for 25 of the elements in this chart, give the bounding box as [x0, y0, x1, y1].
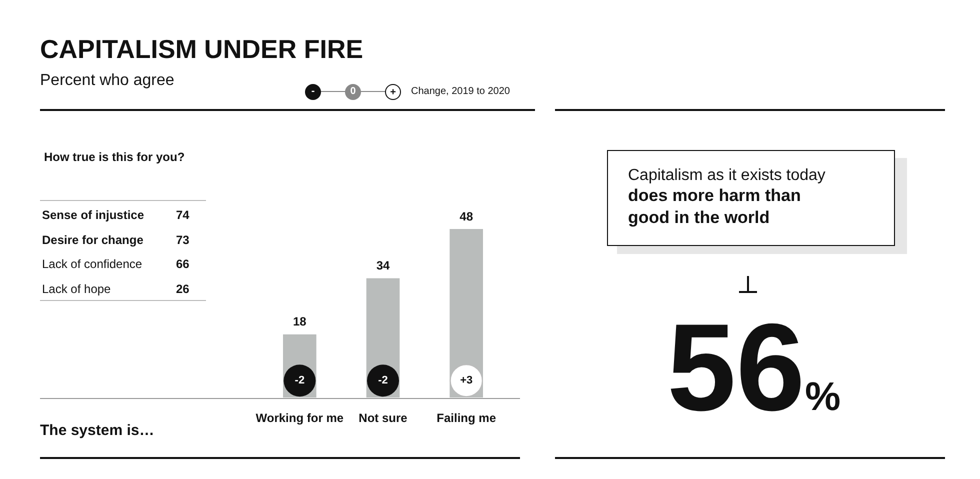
annotation: +3: [460, 374, 473, 387]
annotation: -2: [294, 374, 305, 387]
data-label: 74: [176, 208, 190, 222]
category-label: Sense of injustice: [42, 208, 144, 222]
change-key: - 0 + Change, 2019 to 2020: [305, 82, 520, 102]
category-label: Lack of confidence: [42, 257, 142, 271]
text: Percent who agree: [40, 72, 174, 90]
data-label: 34: [376, 258, 390, 273]
data-label: 66: [176, 257, 190, 271]
data-label: 48: [460, 209, 474, 224]
text: does more harm than good in the world: [628, 185, 802, 229]
x-tick-label: Not sure: [358, 411, 408, 426]
text: The system is…: [40, 422, 154, 440]
x-tick-label: Failing me: [436, 411, 496, 426]
text: Capitalism as it exists today: [628, 167, 826, 185]
x-tick-label: Working for me: [256, 411, 344, 426]
category-label: Desire for change: [42, 232, 144, 246]
category-label: Lack of hope: [42, 282, 111, 296]
data-label: 73: [176, 232, 190, 246]
data-label: 56%: [667, 298, 841, 439]
data-label: 18: [292, 314, 307, 329]
annotation: -2: [378, 374, 388, 387]
chart-title: CAPITALISM UNDER FIRE: [40, 34, 364, 65]
text: How true is this for you?: [44, 150, 185, 164]
data-label: 26: [176, 282, 190, 296]
